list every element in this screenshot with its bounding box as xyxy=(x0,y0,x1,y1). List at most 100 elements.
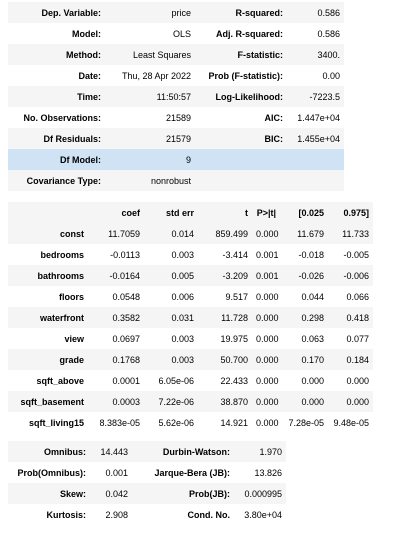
summary-row: Date: Thu, 28 Apr 2022 Prob (F-statistic):… xyxy=(8,65,344,86)
summary-label: Df Residuals: xyxy=(43,133,101,144)
coef-cell: 0.000 xyxy=(256,312,279,323)
coef-cell: 0.000 xyxy=(256,354,279,365)
diagnostics-label: Prob(Omnibus): xyxy=(17,467,87,478)
coef-cell: 0.000 xyxy=(256,291,279,302)
diagnostics-label: Durbin-Watson: xyxy=(162,446,230,457)
coef-cell: 0.000 xyxy=(346,396,369,407)
summary-value: 0.586 xyxy=(317,28,340,39)
coef-cell: 50.700 xyxy=(220,354,248,365)
diagnostics-label: Cond. No. xyxy=(187,509,231,520)
table-row: floors 0.0548 0.006 9.517 0.000 0.044 0.066 xyxy=(8,286,373,307)
coef-column-header: P>|t| xyxy=(256,207,276,218)
summary-row: Dep. Variable: price R-squared: 0.586 xyxy=(8,2,344,23)
diagnostics-label: Skew: xyxy=(59,488,86,499)
summary-value: Least Squares xyxy=(132,49,191,60)
summary-label: Model: xyxy=(72,28,101,39)
coef-row-label: const xyxy=(59,228,84,239)
coef-cell: 0.031 xyxy=(171,312,194,323)
summary-label: Log-Likelihood: xyxy=(215,91,284,102)
summary-label: Adj. R-squared: xyxy=(215,28,283,39)
summary-row: Df Residuals: 21579 BIC: 1.455e+04 xyxy=(8,128,344,149)
summary-value: 1.455e+04 xyxy=(297,133,340,144)
coef-cell: 7.22e-06 xyxy=(158,396,194,407)
coef-cell: 0.000 xyxy=(256,396,279,407)
diagnostics-label: Prob(JB): xyxy=(189,488,230,499)
coef-cell: -0.0164 xyxy=(109,270,140,281)
summary-value: 11:50:57 xyxy=(156,91,191,102)
coef-cell: -0.018 xyxy=(298,249,324,260)
coef-column-header: [0.025 xyxy=(298,207,324,218)
summary-label: Method: xyxy=(66,49,101,60)
coef-cell: 14.921 xyxy=(220,417,248,428)
summary-label: Time: xyxy=(77,91,101,102)
coef-cell: 0.0697 xyxy=(112,333,140,344)
coef-cell: 0.000 xyxy=(256,417,279,428)
coef-cell: 0.077 xyxy=(346,333,369,344)
summary-value: OLS xyxy=(172,28,191,39)
diagnostics-value: 1.970 xyxy=(259,446,282,457)
coef-cell: 9.517 xyxy=(225,291,248,302)
coef-cell: 0.184 xyxy=(346,354,369,365)
diagnostics-value: 2.908 xyxy=(105,509,128,520)
model-summary-table: Dep. Variable: price R-squared: 0.586 Model:… xyxy=(8,2,344,191)
coef-row-label: waterfront xyxy=(39,312,84,323)
table-row: waterfront 0.3582 0.031 11.728 0.000 0.298 0.4… xyxy=(8,307,373,328)
coef-cell: 38.870 xyxy=(220,396,248,407)
summary-label: Covariance Type: xyxy=(26,175,101,186)
coef-row-label: sqft_basement xyxy=(20,396,84,407)
summary-value: 21589 xyxy=(165,112,191,123)
diagnostics-value: 0.001 xyxy=(105,467,128,478)
coef-cell: 0.3582 xyxy=(112,312,140,323)
coef-cell: 5.62e-06 xyxy=(158,417,194,428)
coef-cell: 6.05e-06 xyxy=(158,375,194,386)
diagnostics-value: 0.042 xyxy=(105,488,128,499)
summary-row: Model: OLS Adj. R-squared: 0.586 xyxy=(8,23,344,44)
summary-label: Prob (F-statistic): xyxy=(208,70,283,81)
diagnostics-label: Kurtosis: xyxy=(46,509,86,520)
coef-cell: 0.003 xyxy=(171,354,194,365)
coef-cell: 11.728 xyxy=(221,312,248,323)
diagnostics-row: Kurtosis: 2.908 Cond. No. 3.80e+04 xyxy=(8,504,286,525)
coefficients-table: coef std err t P>|t| [0.025 0.975] const 11.70… xyxy=(8,202,373,433)
summary-row: Covariance Type: nonrobust xyxy=(8,170,344,191)
coef-cell: 0.001 xyxy=(256,249,279,260)
table-row: bathrooms -0.0164 0.005 -3.209 0.001 -0.026 -0… xyxy=(8,265,373,286)
coef-cell: 11.679 xyxy=(297,228,324,239)
summary-value: nonrobust xyxy=(150,175,191,186)
coef-cell: 7.28e-05 xyxy=(288,417,324,428)
coef-cell: -0.005 xyxy=(343,249,369,260)
coef-cell: 0.000 xyxy=(256,333,279,344)
coef-cell: 859.499 xyxy=(215,228,248,239)
coef-cell: 0.005 xyxy=(171,270,194,281)
summary-label: BIC: xyxy=(264,133,284,144)
coef-cell: 0.003 xyxy=(171,249,194,260)
table-row: grade 0.1768 0.003 50.700 0.000 0.170 0.184 xyxy=(8,349,373,370)
summary-row: Df Model: 9 xyxy=(8,149,344,170)
coef-cell: 22.433 xyxy=(220,375,248,386)
coef-row-label: sqft_above xyxy=(36,375,84,386)
diagnostics-row: Omnibus: 14.443 Durbin-Watson: 1.970 xyxy=(8,441,286,462)
coef-row-label: sqft_living15 xyxy=(28,417,84,428)
coef-row-label: floors xyxy=(58,291,84,302)
coef-column-header: std err xyxy=(165,207,194,218)
summary-row: Method: Least Squares F-statistic: 3400. xyxy=(8,44,344,65)
summary-value: 0.00 xyxy=(322,70,340,81)
summary-label: R-squared: xyxy=(235,7,283,18)
coef-column-header: t xyxy=(245,207,248,218)
coef-cell: 0.0003 xyxy=(112,396,140,407)
coef-cell: 0.006 xyxy=(171,291,194,302)
diagnostics-table: Omnibus: 14.443 Durbin-Watson: 1.970 Prob(Om… xyxy=(8,441,286,525)
summary-label xyxy=(195,170,287,191)
coef-cell: 0.000 xyxy=(301,375,324,386)
coefficients-header-row: coef std err t P>|t| [0.025 0.975] xyxy=(8,202,373,223)
table-row: view 0.0697 0.003 19.975 0.000 0.063 0.077 xyxy=(8,328,373,349)
coef-cell: 0.418 xyxy=(346,312,369,323)
coef-cell: 0.066 xyxy=(346,291,369,302)
table-row: sqft_living15 8.383e-05 5.62e-06 14.921 0.00… xyxy=(8,412,373,433)
coef-cell: 11.733 xyxy=(342,228,369,239)
summary-label xyxy=(195,149,287,170)
coef-cell: -0.006 xyxy=(343,270,369,281)
table-row: sqft_above 0.0001 6.05e-06 22.433 0.000 0.000… xyxy=(8,370,373,391)
summary-value: -7223.5 xyxy=(309,91,340,102)
summary-row: No. Observations: 21589 AIC: 1.447e+04 xyxy=(8,107,344,128)
